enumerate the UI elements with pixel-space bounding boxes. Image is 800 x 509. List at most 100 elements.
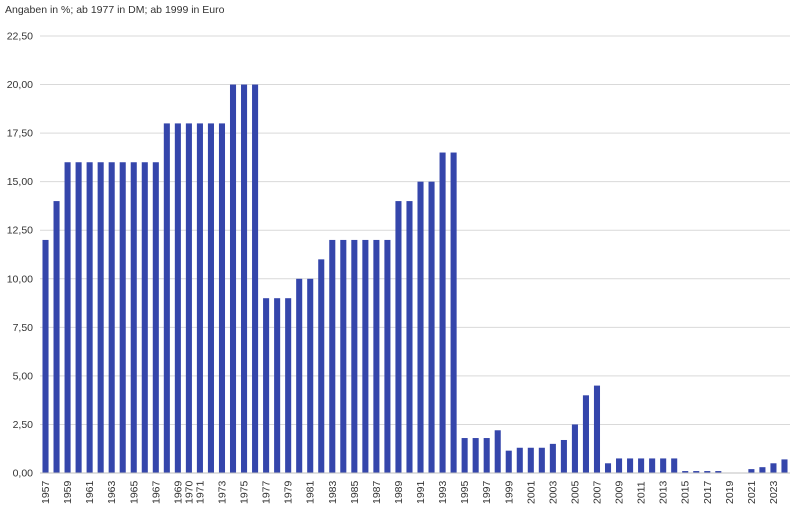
x-tick-label: 1967: [150, 480, 162, 504]
bar-1992: [428, 181, 435, 473]
x-tick-label: 1983: [327, 480, 339, 504]
bar-1993: [439, 152, 446, 474]
y-tick-label: 5,00: [13, 370, 34, 382]
bar-1999: [505, 450, 512, 473]
bar-2000: [516, 447, 523, 473]
x-tick-label: 1969: [172, 480, 184, 504]
bar-1972: [207, 123, 214, 474]
y-tick-label: 0,00: [13, 468, 34, 480]
bar-1977: [263, 298, 270, 473]
bar-1981: [307, 278, 314, 473]
bar-2003: [549, 443, 556, 473]
bar-2021: [748, 469, 755, 473]
bar-1966: [141, 162, 148, 473]
x-tick-label: 1973: [216, 480, 228, 504]
bar-2017: [704, 471, 711, 473]
x-tick-label: 2005: [569, 480, 581, 504]
y-tick-label: 12,50: [7, 225, 33, 237]
bar-1974: [229, 84, 237, 474]
x-tick-label: 1970: [183, 480, 195, 504]
bar-1983: [329, 239, 336, 473]
bar-2016: [693, 471, 700, 473]
bar-2010: [627, 458, 634, 473]
x-tick-label: 1995: [459, 480, 471, 504]
bar-1963: [108, 162, 115, 473]
y-tick-label: 2,50: [13, 419, 34, 431]
bar-2005: [571, 424, 578, 473]
bar-2001: [527, 447, 534, 473]
bar-1965: [130, 162, 137, 473]
x-tick-label: 1989: [393, 480, 405, 504]
bar-1985: [351, 239, 358, 473]
bar-1994: [450, 152, 457, 474]
x-tick-label: 2003: [547, 480, 559, 504]
x-tick-label: 1961: [84, 480, 96, 504]
x-tick-label: 2013: [658, 480, 670, 504]
bar-2018: [715, 471, 722, 473]
y-tick-label: 15,00: [7, 176, 33, 188]
x-tick-label: 1993: [437, 480, 449, 504]
bar-1988: [384, 239, 391, 473]
bar-1975: [241, 84, 248, 474]
y-tick-label: 20,00: [7, 79, 33, 91]
bar-2023: [770, 463, 777, 473]
x-tick-label: 1987: [371, 480, 383, 504]
bar-1989: [395, 201, 402, 474]
bar-1995: [461, 438, 468, 473]
bar-1991: [417, 181, 424, 473]
bar-1997: [483, 438, 490, 473]
chart-unit-note: Angaben in %; ab 1977 in DM; ab 1999 in …: [5, 4, 225, 16]
bar-1969: [174, 123, 181, 474]
bar-2008: [604, 463, 612, 473]
x-tick-label: 2017: [702, 480, 714, 504]
x-tick-label: 1979: [283, 480, 295, 504]
x-tick-label: 1959: [62, 480, 74, 504]
bar-2007: [593, 385, 601, 473]
x-tick-label: 1999: [503, 480, 515, 504]
bar-1962: [97, 162, 104, 473]
x-tick-label: 1977: [261, 480, 273, 504]
bar-1960: [75, 162, 82, 473]
x-tick-label: 1971: [194, 480, 206, 504]
bar-2004: [560, 439, 567, 473]
bar-1980: [296, 278, 303, 473]
bar-1998: [494, 430, 501, 473]
bar-1971: [196, 123, 203, 474]
bar-1984: [340, 239, 347, 473]
bar-1996: [472, 438, 479, 473]
bar-2012: [649, 458, 656, 473]
x-tick-label: 2001: [525, 480, 537, 504]
y-tick-label: 10,00: [7, 273, 33, 285]
bar-1987: [373, 239, 380, 473]
bar-2015: [682, 471, 689, 473]
x-tick-label: 1975: [239, 480, 251, 504]
bar-1957: [42, 239, 49, 473]
bar-1979: [285, 298, 292, 473]
x-tick-label: 1981: [305, 480, 317, 504]
bar-1982: [318, 259, 325, 473]
x-tick-label: 2007: [591, 480, 603, 504]
y-tick-label: 7,50: [13, 322, 34, 334]
bar-1961: [86, 162, 93, 473]
bar-2011: [638, 458, 645, 473]
x-tick-label: 1985: [349, 480, 361, 504]
bar-2006: [582, 395, 589, 473]
x-tick-label: 2015: [680, 480, 692, 504]
y-tick-label: 17,50: [7, 128, 33, 140]
x-tick-label: 1997: [481, 480, 493, 504]
bar-1978: [274, 298, 281, 473]
bar-1959: [64, 162, 71, 473]
bar-1958: [53, 201, 60, 474]
x-tick-label: 2009: [614, 480, 626, 504]
x-tick-label: 2023: [768, 480, 780, 504]
bar-1964: [119, 162, 126, 473]
x-tick-label: 2019: [724, 480, 736, 504]
x-tick-label: 1957: [40, 480, 52, 504]
bar-1968: [163, 123, 170, 474]
x-tick-label: 1963: [106, 480, 118, 504]
x-tick-label: 1965: [128, 480, 140, 504]
bar-2022: [759, 467, 766, 473]
bar-2013: [660, 458, 667, 473]
bar-1970: [185, 123, 192, 474]
